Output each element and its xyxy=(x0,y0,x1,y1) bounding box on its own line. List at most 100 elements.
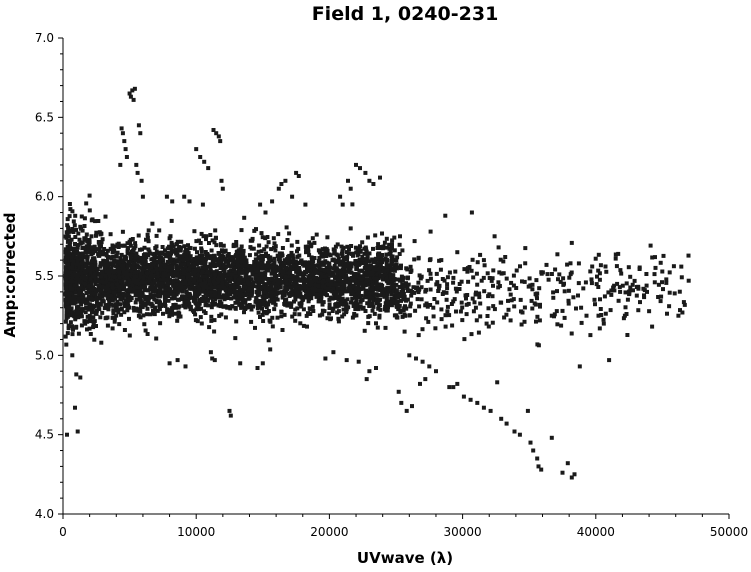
data-point xyxy=(353,288,358,292)
data-point xyxy=(340,254,345,259)
data-point xyxy=(464,296,468,301)
data-point xyxy=(306,312,311,316)
data-point xyxy=(153,307,158,312)
data-point xyxy=(560,470,565,475)
data-point xyxy=(388,249,393,254)
data-point xyxy=(223,274,227,279)
data-point xyxy=(348,288,353,293)
data-point xyxy=(350,290,355,295)
data-point xyxy=(289,301,294,306)
data-point xyxy=(588,269,593,274)
data-point xyxy=(566,301,571,306)
data-point xyxy=(341,267,346,272)
data-point xyxy=(279,182,284,186)
data-point xyxy=(81,278,86,283)
data-point xyxy=(405,288,410,293)
data-point xyxy=(93,280,98,285)
data-point xyxy=(332,266,336,271)
data-point xyxy=(389,292,394,296)
data-point xyxy=(474,318,479,323)
data-point xyxy=(106,307,111,312)
data-point xyxy=(485,271,490,276)
data-point xyxy=(168,251,172,256)
data-point xyxy=(198,241,203,245)
data-point xyxy=(167,277,172,282)
data-point xyxy=(271,236,276,241)
data-point xyxy=(410,404,414,409)
data-point xyxy=(403,304,407,309)
data-point xyxy=(380,290,385,295)
data-point xyxy=(419,274,424,279)
data-point xyxy=(641,286,646,291)
data-point xyxy=(374,267,379,272)
data-point xyxy=(648,243,653,248)
data-point xyxy=(92,259,97,264)
y-tick-label: 5.0 xyxy=(35,348,54,362)
data-point xyxy=(354,297,359,302)
data-point xyxy=(101,258,106,263)
data-point xyxy=(90,259,94,264)
data-point xyxy=(356,359,361,364)
data-point xyxy=(624,281,629,286)
data-point xyxy=(416,280,421,285)
data-point xyxy=(298,286,302,290)
data-point xyxy=(307,253,312,258)
data-point xyxy=(619,271,624,276)
data-point xyxy=(194,239,199,244)
data-point xyxy=(249,307,254,312)
data-point xyxy=(130,88,135,93)
data-point xyxy=(71,259,76,264)
data-point xyxy=(285,238,290,242)
data-point xyxy=(119,306,124,311)
data-point xyxy=(188,295,193,300)
data-point xyxy=(590,264,595,269)
data-point xyxy=(545,272,550,277)
data-point xyxy=(363,291,368,296)
data-point xyxy=(358,248,363,253)
data-point xyxy=(254,296,259,300)
data-point xyxy=(177,311,182,316)
data-point xyxy=(349,244,354,248)
data-point xyxy=(199,231,204,236)
data-point xyxy=(337,301,342,306)
data-point xyxy=(203,298,208,303)
data-point xyxy=(112,258,117,263)
data-point xyxy=(652,272,657,277)
data-point xyxy=(265,310,270,314)
data-point xyxy=(117,288,122,293)
data-point xyxy=(273,274,277,279)
data-point xyxy=(97,288,102,293)
data-point xyxy=(231,295,236,300)
data-point xyxy=(555,289,559,294)
data-point xyxy=(383,305,388,309)
data-point xyxy=(390,246,394,251)
data-point xyxy=(227,270,232,274)
x-tick-label: 50000 xyxy=(710,525,748,539)
data-point xyxy=(262,275,266,280)
data-point xyxy=(67,252,72,256)
data-point xyxy=(170,296,174,301)
data-point xyxy=(212,254,217,259)
data-point xyxy=(451,280,456,285)
data-point xyxy=(125,265,130,270)
data-point xyxy=(150,221,155,226)
data-point xyxy=(132,270,137,275)
data-point xyxy=(561,276,566,281)
data-point xyxy=(596,313,601,318)
data-point xyxy=(536,464,541,469)
data-point xyxy=(157,228,162,233)
data-point xyxy=(87,242,91,247)
data-point xyxy=(533,302,538,307)
data-point xyxy=(260,294,265,299)
data-point xyxy=(297,288,302,293)
data-point xyxy=(64,278,69,283)
chart-title: Field 1, 0240-231 xyxy=(312,3,499,25)
data-point xyxy=(272,297,277,302)
data-point xyxy=(186,262,191,267)
data-point xyxy=(352,301,357,306)
data-point xyxy=(198,315,203,320)
data-point xyxy=(76,273,81,277)
data-point xyxy=(85,319,90,324)
data-point xyxy=(237,287,242,292)
data-point xyxy=(226,260,231,265)
